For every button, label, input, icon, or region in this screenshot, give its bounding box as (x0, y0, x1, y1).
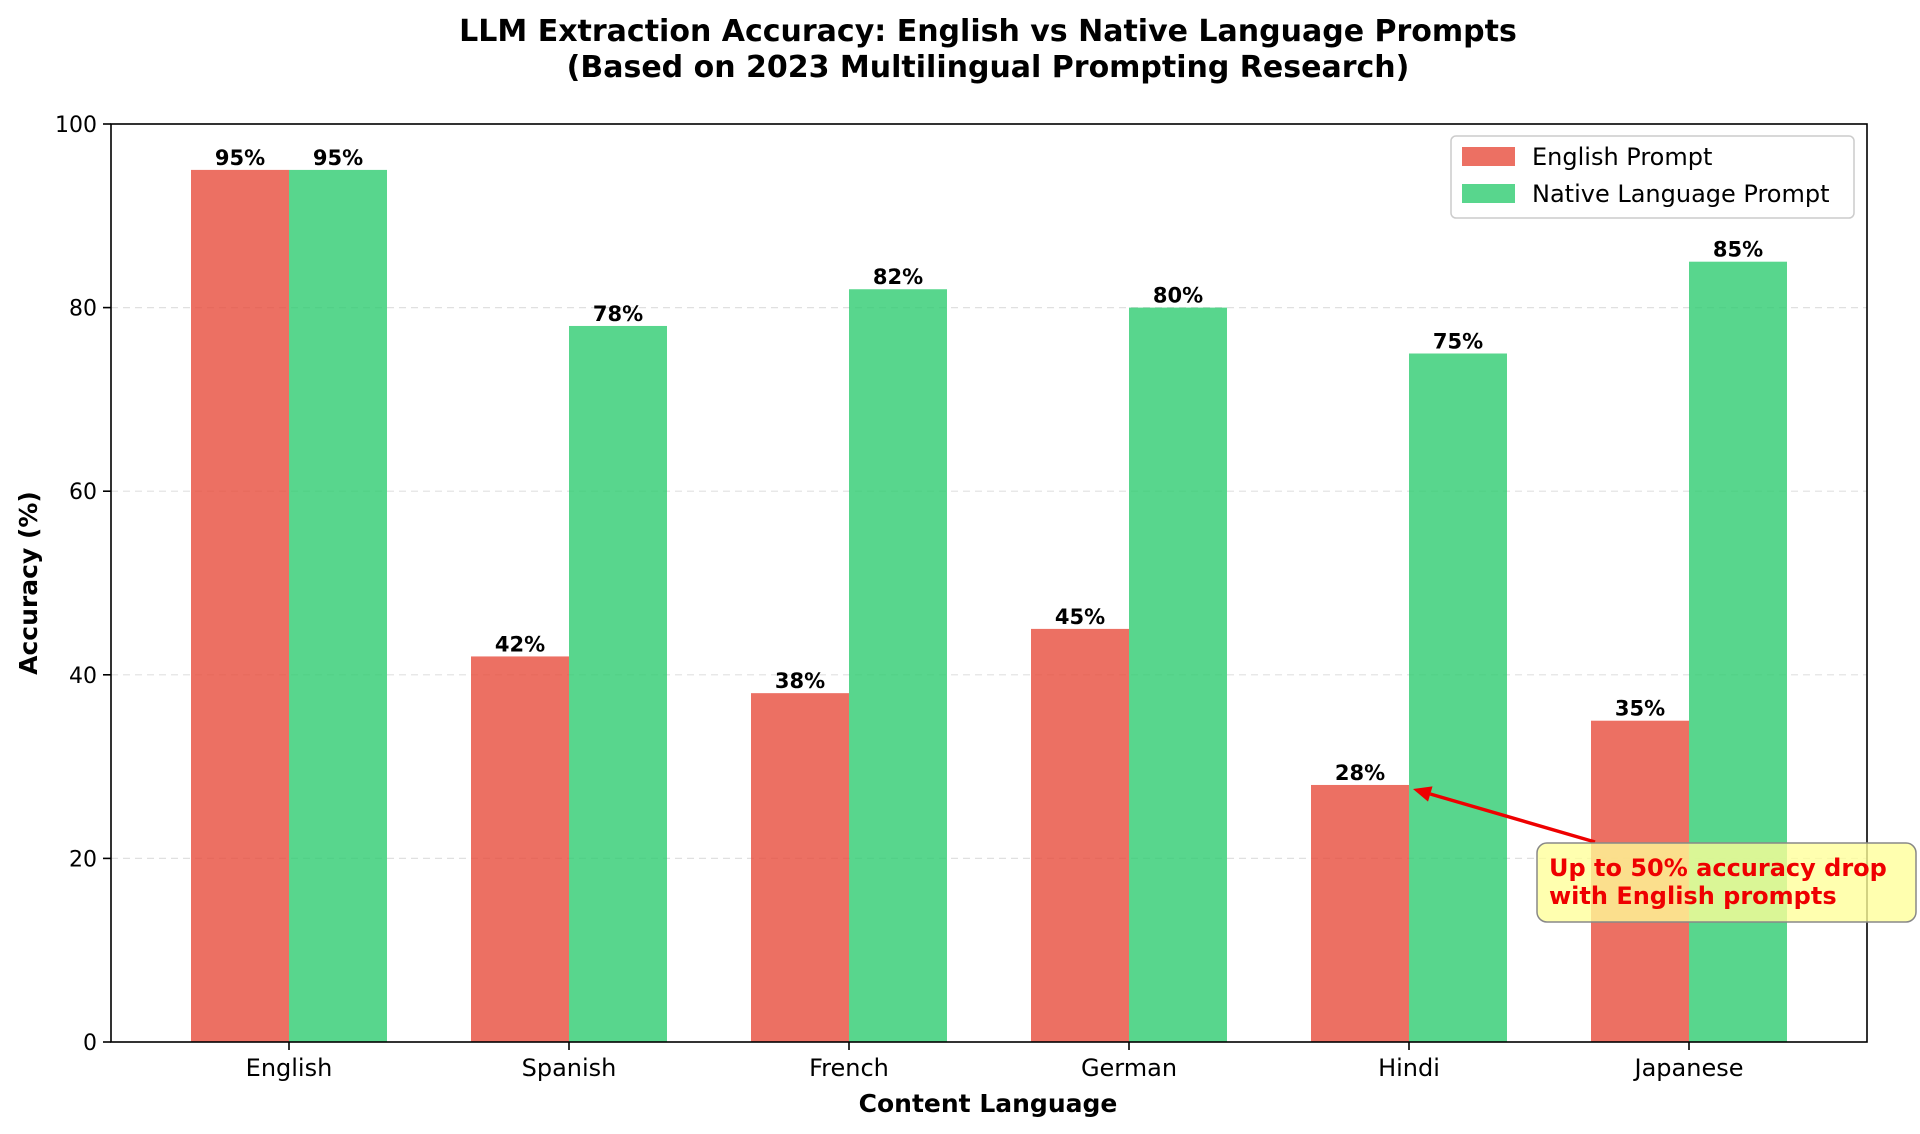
x-axis-ticks: English Spanish French German Hindi Japanese (246, 1042, 1744, 1082)
bar-label-native-language-prompt-hindi: 75% (1433, 330, 1483, 354)
y-tick-label: 100 (55, 113, 97, 138)
annotation-arrow (1429, 792, 1596, 844)
bar-native-language-prompt-spanish (569, 325, 667, 1043)
y-tick-label: 0 (83, 1031, 97, 1056)
bar-label-english-prompt-french: 38% (775, 669, 825, 693)
x-tick-label-spanish: Spanish (522, 1054, 617, 1082)
legend-swatch-english-prompt (1462, 147, 1515, 166)
bar-label-native-language-prompt-french: 82% (873, 265, 923, 289)
x-axis-label: Content Language (859, 1089, 1118, 1118)
bar-english-prompt-spanish (471, 656, 569, 1042)
bar-label-english-prompt-german: 45% (1055, 605, 1105, 629)
bar-label-native-language-prompt-japanese: 85% (1713, 238, 1763, 262)
x-tick-label-japanese: Japanese (1633, 1054, 1744, 1082)
annotation-box (1536, 842, 1917, 923)
y-tick-label: 60 (69, 480, 97, 505)
chart-subtitle: (Based on 2023 Multilingual Prompting Re… (567, 50, 1410, 85)
x-tick-label-english: English (246, 1054, 333, 1082)
y-axis-label: Accuracy (%) (14, 491, 43, 675)
annotation-text-line-1: Up to 50% accuracy drop (1549, 854, 1887, 882)
bar-labels: 95% 42% 38% 45% 28% 35% 95% 78% 82% 80% 75% 85% (215, 146, 1763, 785)
y-tick-label: 80 (69, 297, 97, 322)
bar-native-language-prompt-japanese (1689, 261, 1787, 1042)
bar-native-language-prompt-hindi (1409, 353, 1507, 1042)
annotation: Up to 50% accuracy drop with English pro… (1413, 786, 1917, 923)
plot-frame (110, 123, 1868, 1043)
legend: English Prompt Native Language Prompt (1450, 135, 1855, 219)
bar-english-prompt-german (1031, 628, 1129, 1042)
x-tick-label-german: German (1081, 1054, 1177, 1082)
bar-english-prompt-french (751, 693, 849, 1042)
bar-native-language-prompt-english (289, 169, 387, 1042)
legend-box (1450, 135, 1855, 219)
y-axis-ticks: 0 20 40 60 80 100 (55, 113, 111, 1056)
bar-label-native-language-prompt-english: 95% (313, 146, 363, 170)
legend-label-native-language-prompt: Native Language Prompt (1532, 180, 1830, 208)
bar-label-english-prompt-hindi: 28% (1335, 761, 1385, 785)
legend-swatch-native-language-prompt (1462, 184, 1515, 203)
bar-native-language-prompt-german (1129, 307, 1227, 1043)
bar-english-prompt-english (191, 169, 289, 1042)
bar-native-language-prompt-french (849, 289, 947, 1042)
y-tick-label: 40 (69, 664, 97, 689)
bar-label-native-language-prompt-spanish: 78% (593, 302, 643, 326)
x-tick-label-hindi: Hindi (1378, 1054, 1440, 1082)
legend-label-english-prompt: English Prompt (1532, 143, 1712, 171)
bar-label-english-prompt-japanese: 35% (1615, 697, 1665, 721)
bar-label-native-language-prompt-german: 80% (1153, 284, 1203, 308)
annotation-arrowhead (1413, 786, 1433, 802)
grid-lines (111, 307, 1867, 860)
bar-english-prompt-hindi (1311, 784, 1409, 1042)
y-tick-label: 20 (69, 847, 97, 872)
annotation-text-line-2: with English prompts (1549, 882, 1837, 910)
bar-label-english-prompt-english: 95% (215, 146, 265, 170)
bars (191, 169, 1787, 1043)
x-tick-label-french: French (809, 1054, 889, 1082)
chart-title: LLM Extraction Accuracy: English vs Nati… (459, 14, 1517, 49)
bar-label-english-prompt-spanish: 42% (495, 632, 545, 656)
